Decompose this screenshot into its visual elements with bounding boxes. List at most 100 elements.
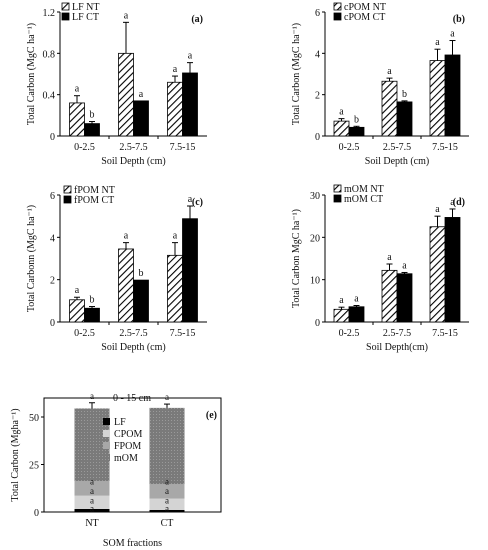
legend-swatch: [63, 195, 72, 204]
x-axis-label: Soil Depth (cm): [365, 156, 429, 167]
y-axis-label: Total Carbon (MgC ha⁻¹): [291, 23, 302, 125]
x-tick-label: 2.5-7.5: [383, 142, 411, 153]
y-tick-label: 25: [29, 461, 39, 472]
bar-fpom-nt: [118, 248, 134, 323]
legend-label: LF NT: [72, 2, 100, 13]
legend-swatch: [61, 12, 70, 21]
x-tick-label: 2.5-7.5: [383, 328, 411, 339]
legend-label: LF CT: [72, 12, 99, 23]
bar-fpom-nt: [69, 299, 85, 323]
legend-label: LF: [114, 417, 126, 428]
significance-letter: a: [90, 391, 94, 401]
x-tick-label: 2.5-7.5: [119, 142, 147, 153]
legend-swatch: [333, 2, 342, 11]
y-tick-label: 0.4: [43, 91, 56, 102]
significance-letter: a: [124, 231, 129, 242]
legend-label: fPOM CT: [74, 195, 114, 206]
bar-mom-ct: [396, 273, 413, 323]
significance-letter: a: [124, 10, 129, 21]
bar-cpom-nt: [381, 80, 398, 137]
bar-cpom-ct: [348, 126, 365, 137]
y-tick-label: 6: [315, 8, 320, 19]
significance-letter: a: [90, 486, 94, 496]
y-tick-label: 6: [50, 191, 55, 202]
significance-letter: a: [75, 285, 80, 296]
y-tick-label: 0: [50, 318, 55, 329]
significance-letter: a: [339, 295, 344, 306]
significance-letter: a: [90, 504, 94, 514]
x-axis-label: Soil Depth (cm): [101, 156, 165, 167]
significance-letter: a: [139, 89, 144, 100]
plot-frame: [43, 397, 222, 513]
significance-letter: a: [435, 37, 440, 48]
stacked-segment-fpom: [149, 484, 185, 499]
x-tick-label: 7.5-15: [170, 328, 196, 339]
y-tick-label: 4: [315, 49, 320, 60]
legend-label: cPOM CT: [344, 12, 385, 23]
y-tick-label: 0: [50, 132, 55, 143]
stacked-segment-mom: [149, 407, 185, 485]
significance-letter: a: [165, 496, 169, 506]
panel-label: (e): [206, 410, 217, 421]
significance-letter: b: [139, 268, 144, 279]
x-tick-label: 7.5-15: [432, 142, 458, 153]
significance-letter: a: [339, 107, 344, 118]
y-tick-label: 0: [315, 132, 320, 143]
y-tick-label: 2: [50, 276, 55, 287]
significance-letter: a: [90, 477, 94, 487]
x-tick-label: 2.5-7.5: [119, 328, 147, 339]
bar-cpom-ct: [396, 101, 413, 137]
y-tick-label: 30: [310, 191, 320, 202]
x-tick-label: 0-2.5: [339, 142, 360, 153]
bar-cpom-nt: [333, 120, 350, 137]
panel-label: (c): [192, 197, 203, 208]
significance-letter: b: [90, 295, 95, 306]
chart-title: 0 - 15 cm: [113, 393, 151, 404]
y-tick-label: 20: [310, 233, 320, 244]
bar-cpom-ct: [444, 54, 461, 137]
significance-letter: a: [165, 392, 169, 402]
x-tick-label: 0-2.5: [339, 328, 360, 339]
bar-fpom-ct: [84, 307, 100, 323]
significance-letter: b: [90, 110, 95, 121]
x-tick-label: 7.5-15: [170, 142, 196, 153]
legend-label: mOM CT: [344, 194, 383, 205]
significance-letter: b: [402, 89, 407, 100]
legend-swatch: [103, 442, 110, 449]
significance-letter: a: [90, 496, 94, 506]
legend-label: fPOM NT: [74, 185, 115, 196]
panel-label: (d): [453, 197, 465, 208]
significance-letter: a: [387, 66, 392, 77]
legend-swatch: [63, 185, 72, 194]
y-axis-label: Total Carbon (MgC ha⁻¹): [26, 23, 37, 125]
significance-letter: a: [165, 504, 169, 514]
bar-lf-ct: [182, 72, 198, 137]
panel-label: (a): [191, 14, 203, 25]
legend-label: mOM NT: [344, 184, 384, 195]
legend-swatch: [103, 418, 110, 425]
y-axis-label: Total Carbonn (MgC ha⁻¹): [26, 205, 37, 312]
legend-label: FPOM: [114, 441, 141, 452]
x-tick-label: 7.5-15: [432, 328, 458, 339]
significance-letter: a: [173, 64, 178, 75]
significance-letter: a: [188, 51, 193, 62]
stacked-segment-cpom: [74, 495, 110, 509]
y-tick-label: 0.8: [43, 49, 56, 60]
bar-mom-nt: [381, 269, 398, 323]
bar-mom-ct: [444, 217, 461, 323]
legend-swatch: [333, 194, 342, 203]
legend-swatch: [103, 454, 110, 461]
bar-fpom-nt: [167, 254, 183, 323]
y-axis-label: Total Carbon (Mgha⁻¹): [10, 408, 21, 501]
y-axis-label: Total Carbon MgC ha⁻¹): [291, 209, 302, 308]
bar-fpom-ct: [182, 218, 198, 323]
bar-lf-nt: [167, 81, 183, 137]
y-tick-label: 4: [50, 233, 55, 244]
x-tick-label: 0-2.5: [74, 142, 95, 153]
x-axis-label: Soil Depth (cm): [101, 342, 165, 353]
significance-letter: a: [75, 84, 80, 95]
y-tick-label: 1.2: [43, 8, 56, 19]
